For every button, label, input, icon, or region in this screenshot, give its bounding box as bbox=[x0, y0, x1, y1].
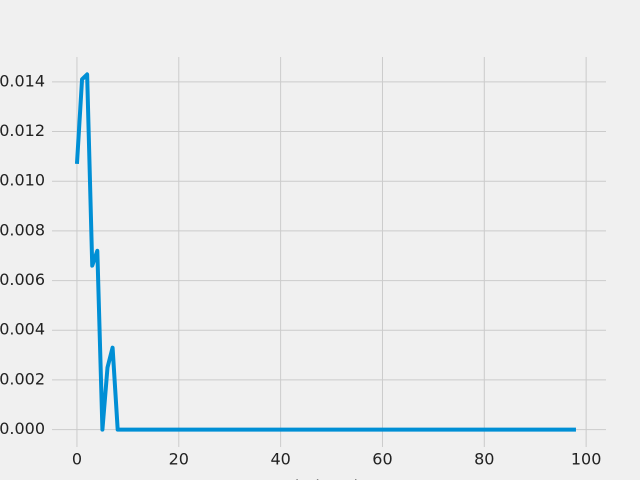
y-tick-label: 0.008 bbox=[0, 220, 45, 239]
y-tick-label: 0.004 bbox=[0, 320, 45, 339]
x-tick-label: 100 bbox=[571, 450, 602, 469]
y-tick-label: 0.002 bbox=[0, 369, 45, 388]
y-tick-label: 0.010 bbox=[0, 171, 45, 190]
x-tick-label: 20 bbox=[169, 450, 189, 469]
y-tick-label: 0.006 bbox=[0, 270, 45, 289]
y-tick-label: 0.014 bbox=[0, 71, 45, 90]
x-tick-label: 40 bbox=[270, 450, 290, 469]
y-tick-label: 0.012 bbox=[0, 121, 45, 140]
line-series bbox=[74, 72, 576, 432]
x-tick-label: 0 bbox=[72, 450, 82, 469]
x-tick-label: 60 bbox=[372, 450, 392, 469]
x-axis-label: Relative Time bbox=[275, 477, 384, 480]
y-tick-label: 0.000 bbox=[0, 419, 45, 438]
x-tick-label: 80 bbox=[474, 450, 494, 469]
